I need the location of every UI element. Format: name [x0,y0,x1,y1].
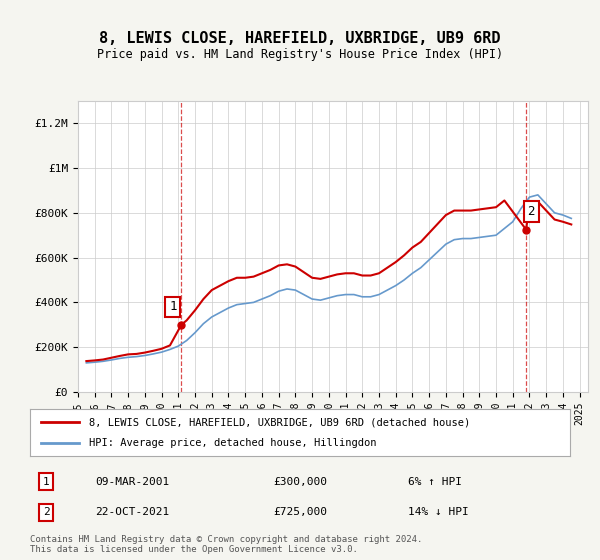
Text: £300,000: £300,000 [273,477,327,487]
Text: 2: 2 [43,507,50,517]
Text: 22-OCT-2021: 22-OCT-2021 [95,507,169,517]
Text: 09-MAR-2001: 09-MAR-2001 [95,477,169,487]
Text: HPI: Average price, detached house, Hillingdon: HPI: Average price, detached house, Hill… [89,438,377,448]
Text: 2: 2 [527,205,535,218]
Text: Contains HM Land Registry data © Crown copyright and database right 2024.
This d: Contains HM Land Registry data © Crown c… [30,535,422,554]
Text: 14% ↓ HPI: 14% ↓ HPI [408,507,469,517]
Text: 1: 1 [43,477,50,487]
Text: 8, LEWIS CLOSE, HAREFIELD, UXBRIDGE, UB9 6RD (detached house): 8, LEWIS CLOSE, HAREFIELD, UXBRIDGE, UB9… [89,417,470,427]
Text: 1: 1 [169,300,177,314]
Text: 6% ↑ HPI: 6% ↑ HPI [408,477,462,487]
Text: 8, LEWIS CLOSE, HAREFIELD, UXBRIDGE, UB9 6RD: 8, LEWIS CLOSE, HAREFIELD, UXBRIDGE, UB9… [99,31,501,46]
Text: Price paid vs. HM Land Registry's House Price Index (HPI): Price paid vs. HM Land Registry's House … [97,48,503,60]
Text: £725,000: £725,000 [273,507,327,517]
